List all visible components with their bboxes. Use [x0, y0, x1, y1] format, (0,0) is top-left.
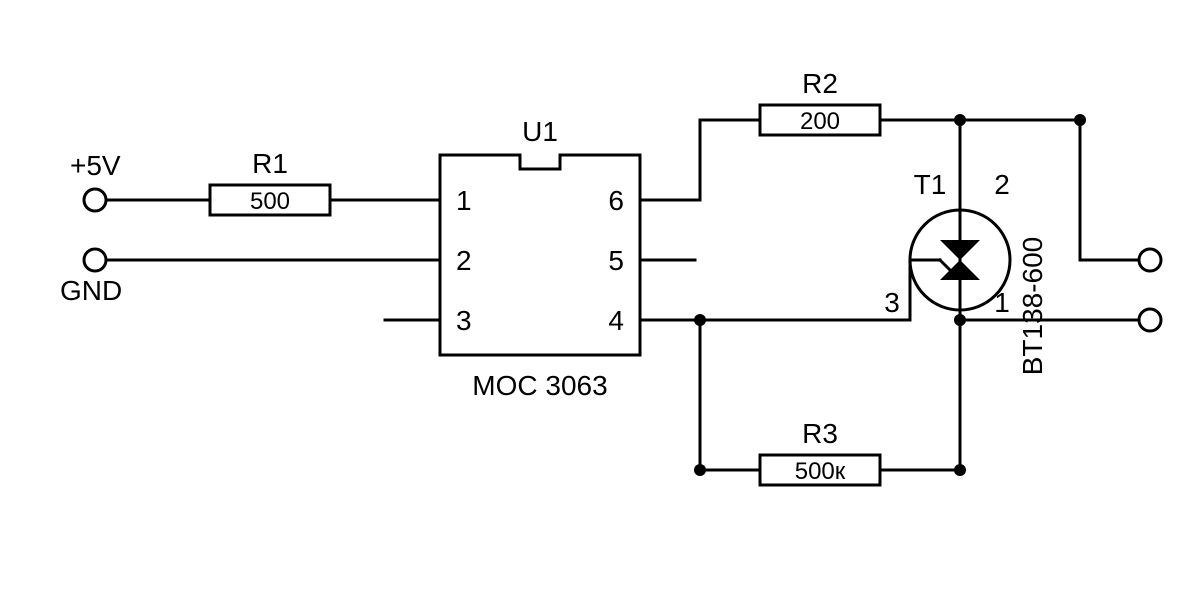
terminal-out-a [1139, 249, 1161, 271]
terminal-5v [84, 189, 106, 211]
label-r3-name: R3 [802, 418, 838, 449]
label-pin6: 6 [608, 185, 624, 216]
label-gnd: GND [60, 275, 122, 306]
label-r2-value: 200 [800, 108, 840, 135]
label-pin4: 4 [608, 305, 624, 336]
label-t1-pin2: 2 [994, 169, 1010, 200]
junction-dot [694, 314, 706, 326]
junction-dot [1074, 114, 1086, 126]
label-r1-value: 500 [250, 188, 290, 215]
label-pin5: 5 [608, 245, 624, 276]
label-t1-part: BT138-600 [1017, 237, 1048, 376]
label-t1-pin1: 1 [994, 287, 1010, 318]
label-r3-value: 500к [795, 458, 846, 485]
label-u1-name: U1 [522, 116, 558, 147]
label-t1-pin3: 3 [884, 287, 900, 318]
junction-dot [954, 114, 966, 126]
junction-dot [694, 464, 706, 476]
junction-dot [954, 314, 966, 326]
label-pin2: 2 [456, 245, 472, 276]
label-r1-name: R1 [252, 148, 288, 179]
label-t1-name: T1 [914, 169, 947, 200]
terminal-out-b [1139, 309, 1161, 331]
label-r2-name: R2 [802, 68, 838, 99]
label-u1-part: MOC 3063 [472, 370, 607, 401]
junction-dot [954, 464, 966, 476]
terminal-gnd [84, 249, 106, 271]
label-5v: +5V [70, 150, 121, 181]
label-pin3: 3 [456, 305, 472, 336]
label-pin1: 1 [456, 185, 472, 216]
